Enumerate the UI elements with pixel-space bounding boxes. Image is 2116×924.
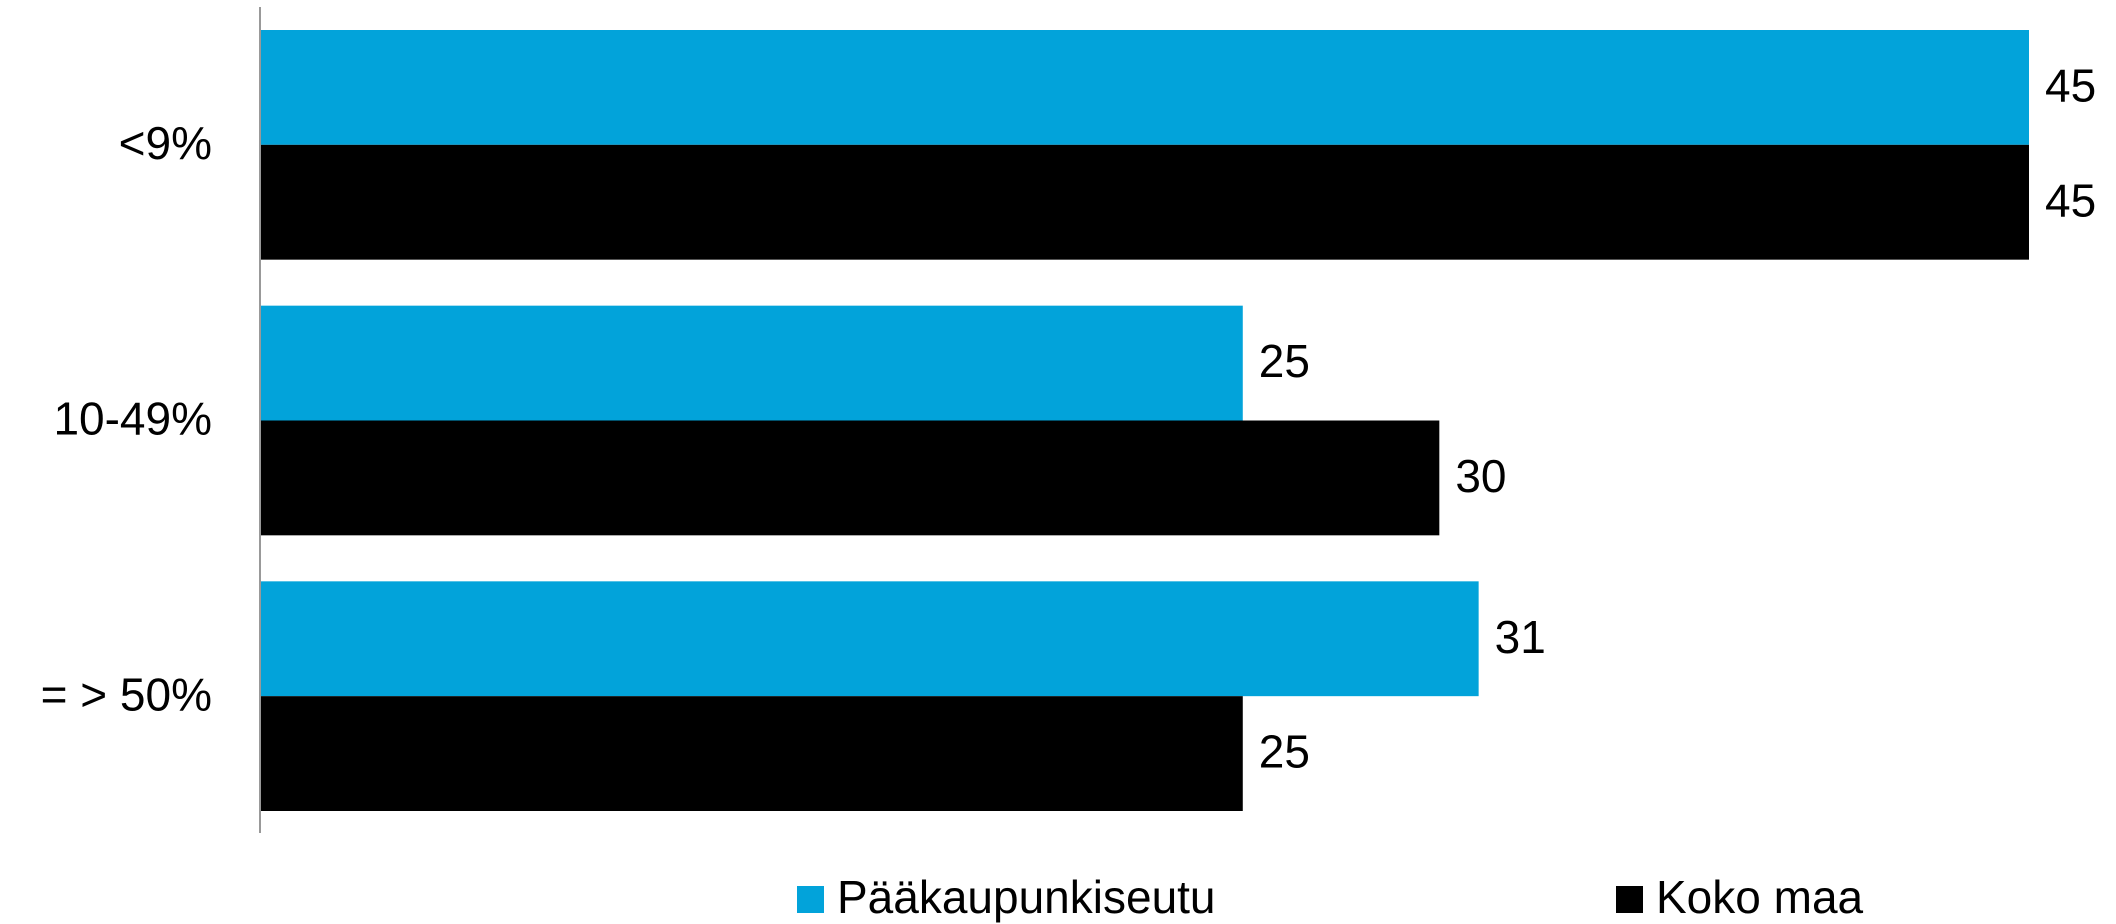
legend-swatch — [797, 886, 824, 913]
bar — [260, 305, 1243, 421]
bar — [260, 581, 1479, 697]
bar — [260, 420, 1440, 536]
value-label: 45 — [2045, 174, 2096, 226]
y-tick-label: 10-49% — [53, 393, 212, 445]
value-label: 31 — [1495, 611, 1546, 663]
y-tick-label: <9% — [119, 117, 212, 169]
value-label: 25 — [1259, 726, 1310, 778]
value-label: 45 — [2045, 60, 2096, 112]
legend-swatch — [1616, 886, 1643, 913]
legend-label: Pääkaupunkiseutu — [837, 871, 1216, 923]
bar — [260, 30, 2029, 145]
bar — [260, 144, 2029, 260]
value-label: 25 — [1259, 335, 1310, 387]
bar — [260, 696, 1243, 811]
legend-label: Koko maa — [1656, 871, 1864, 923]
y-tick-label: = > 50% — [41, 668, 212, 720]
value-label: 30 — [1455, 450, 1506, 502]
